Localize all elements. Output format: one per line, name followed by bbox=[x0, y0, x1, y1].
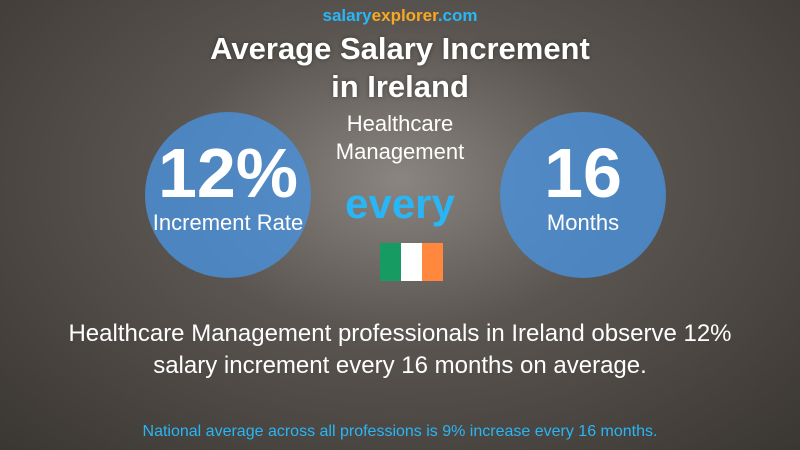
national-average-note: National average across all professions … bbox=[142, 423, 658, 440]
months-label: Months bbox=[546, 210, 620, 235]
description-line: salary increment every 16 months on aver… bbox=[153, 352, 647, 379]
logo-part: .com bbox=[437, 6, 478, 25]
site-logo[interactable]: salaryexplorer.com bbox=[0, 6, 800, 26]
description-line: Healthcare Management professionals in I… bbox=[68, 320, 732, 347]
months-value: 16 bbox=[544, 134, 622, 212]
increment-rate-label: Increment Rate bbox=[152, 210, 304, 235]
ireland-flag-icon bbox=[380, 243, 443, 281]
months-circle: 16 Months bbox=[500, 112, 666, 278]
every-label: every bbox=[345, 180, 455, 227]
title-line: Average Salary Increment bbox=[210, 31, 590, 66]
subtitle-line: Healthcare bbox=[346, 111, 454, 136]
description: Healthcare Management professionals in I… bbox=[0, 318, 800, 382]
profession-subtitle: Healthcare Management bbox=[0, 110, 800, 166]
title-line: in Ireland bbox=[331, 69, 469, 104]
increment-rate-circle: 12% Increment Rate bbox=[145, 112, 311, 278]
increment-rate-value: 12% bbox=[157, 134, 299, 212]
logo-part: explorer bbox=[371, 6, 438, 25]
subtitle-line: Management bbox=[335, 139, 465, 164]
page-title: Average Salary Increment in Ireland bbox=[0, 30, 800, 106]
logo-part: salary bbox=[322, 6, 372, 25]
